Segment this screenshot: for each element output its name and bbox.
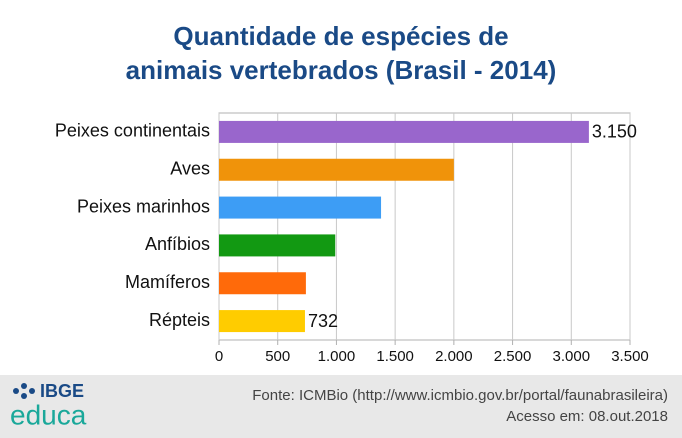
bar (219, 158, 454, 181)
bar (219, 310, 305, 333)
x-tick-label: 2.000 (435, 348, 473, 365)
chart-title: Quantidade de espécies de (173, 21, 508, 51)
x-tick-label: 0 (215, 348, 223, 365)
x-tick-label: 1.500 (376, 348, 414, 365)
bar (219, 196, 382, 219)
logo-dot (21, 383, 27, 389)
logo-top: IBGE (40, 381, 84, 401)
x-tick-label: 1.000 (318, 348, 356, 365)
logo-dot (29, 388, 35, 394)
bar (219, 272, 306, 295)
logo: IBGE educa (10, 381, 87, 431)
data-label: 3.150 (592, 122, 637, 142)
x-tick-label: 3.500 (611, 348, 649, 365)
plot-area (218, 112, 631, 341)
source: Fonte: ICMBio (http://www.icmbio.gov.br/… (252, 387, 668, 404)
logo-dot (21, 393, 27, 399)
footer-band (0, 375, 682, 438)
y-tick-label: Répteis (149, 310, 210, 330)
bar (219, 234, 336, 257)
y-tick-label: Anfíbios (145, 234, 210, 254)
x-tick-label: 3.000 (553, 348, 591, 365)
y-tick-label: Mamíferos (125, 272, 210, 292)
data-label: 732 (308, 311, 338, 331)
bar (219, 120, 589, 143)
logo-dot (13, 388, 19, 394)
y-tick-label: Aves (170, 159, 210, 179)
x-tick-label: 2.500 (494, 348, 532, 365)
y-tick-label: Peixes continentais (55, 121, 210, 141)
logo-bottom: educa (10, 399, 87, 430)
chart-title: animais vertebrados (Brasil - 2014) (126, 55, 557, 85)
x-tick-label: 500 (265, 348, 290, 365)
access-date: Acesso em: 08.out.2018 (506, 408, 668, 425)
y-tick-label: Peixes marinhos (77, 196, 210, 216)
